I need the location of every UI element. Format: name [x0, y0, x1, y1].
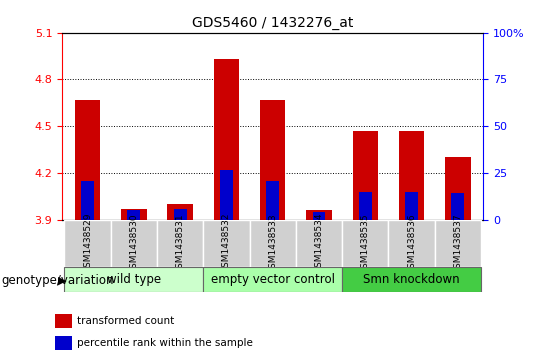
- Text: GSM1438534: GSM1438534: [314, 213, 323, 273]
- Bar: [127, 210, 140, 220]
- Bar: [296, 220, 342, 267]
- Text: GSM1438530: GSM1438530: [130, 213, 138, 274]
- Title: GDS5460 / 1432276_at: GDS5460 / 1432276_at: [192, 16, 353, 30]
- Bar: [203, 267, 342, 292]
- Text: transformed count: transformed count: [77, 316, 174, 326]
- Text: ▶: ▶: [58, 275, 67, 285]
- Bar: [220, 170, 233, 220]
- Bar: [306, 210, 332, 220]
- Bar: [55, 314, 72, 328]
- Text: Smn knockdown: Smn knockdown: [363, 273, 460, 286]
- Text: GSM1438535: GSM1438535: [361, 213, 370, 274]
- Bar: [121, 209, 146, 220]
- Bar: [342, 267, 481, 292]
- Bar: [64, 267, 203, 292]
- Bar: [313, 212, 326, 220]
- Bar: [249, 220, 296, 267]
- Text: GSM1438532: GSM1438532: [222, 213, 231, 273]
- Bar: [260, 100, 286, 220]
- Bar: [81, 181, 94, 220]
- Text: GSM1438537: GSM1438537: [454, 213, 462, 274]
- Bar: [157, 220, 203, 267]
- Text: wild type: wild type: [107, 273, 161, 286]
- Bar: [75, 100, 100, 220]
- Bar: [445, 157, 470, 220]
- Bar: [342, 220, 388, 267]
- Bar: [111, 220, 157, 267]
- Bar: [55, 336, 72, 350]
- Text: empty vector control: empty vector control: [211, 273, 335, 286]
- Bar: [64, 220, 111, 267]
- Bar: [435, 220, 481, 267]
- Bar: [451, 193, 464, 220]
- Text: GSM1438536: GSM1438536: [407, 213, 416, 274]
- Text: GSM1438529: GSM1438529: [83, 213, 92, 273]
- Bar: [203, 220, 249, 267]
- Text: GSM1438531: GSM1438531: [176, 213, 185, 274]
- Text: percentile rank within the sample: percentile rank within the sample: [77, 338, 253, 348]
- Text: genotype/variation: genotype/variation: [1, 274, 113, 287]
- Bar: [167, 204, 193, 220]
- Bar: [399, 131, 424, 220]
- Bar: [359, 192, 372, 220]
- Bar: [214, 59, 239, 220]
- Bar: [266, 181, 279, 220]
- Text: GSM1438533: GSM1438533: [268, 213, 277, 274]
- Bar: [174, 209, 187, 220]
- Bar: [405, 192, 418, 220]
- Bar: [353, 131, 378, 220]
- Bar: [388, 220, 435, 267]
